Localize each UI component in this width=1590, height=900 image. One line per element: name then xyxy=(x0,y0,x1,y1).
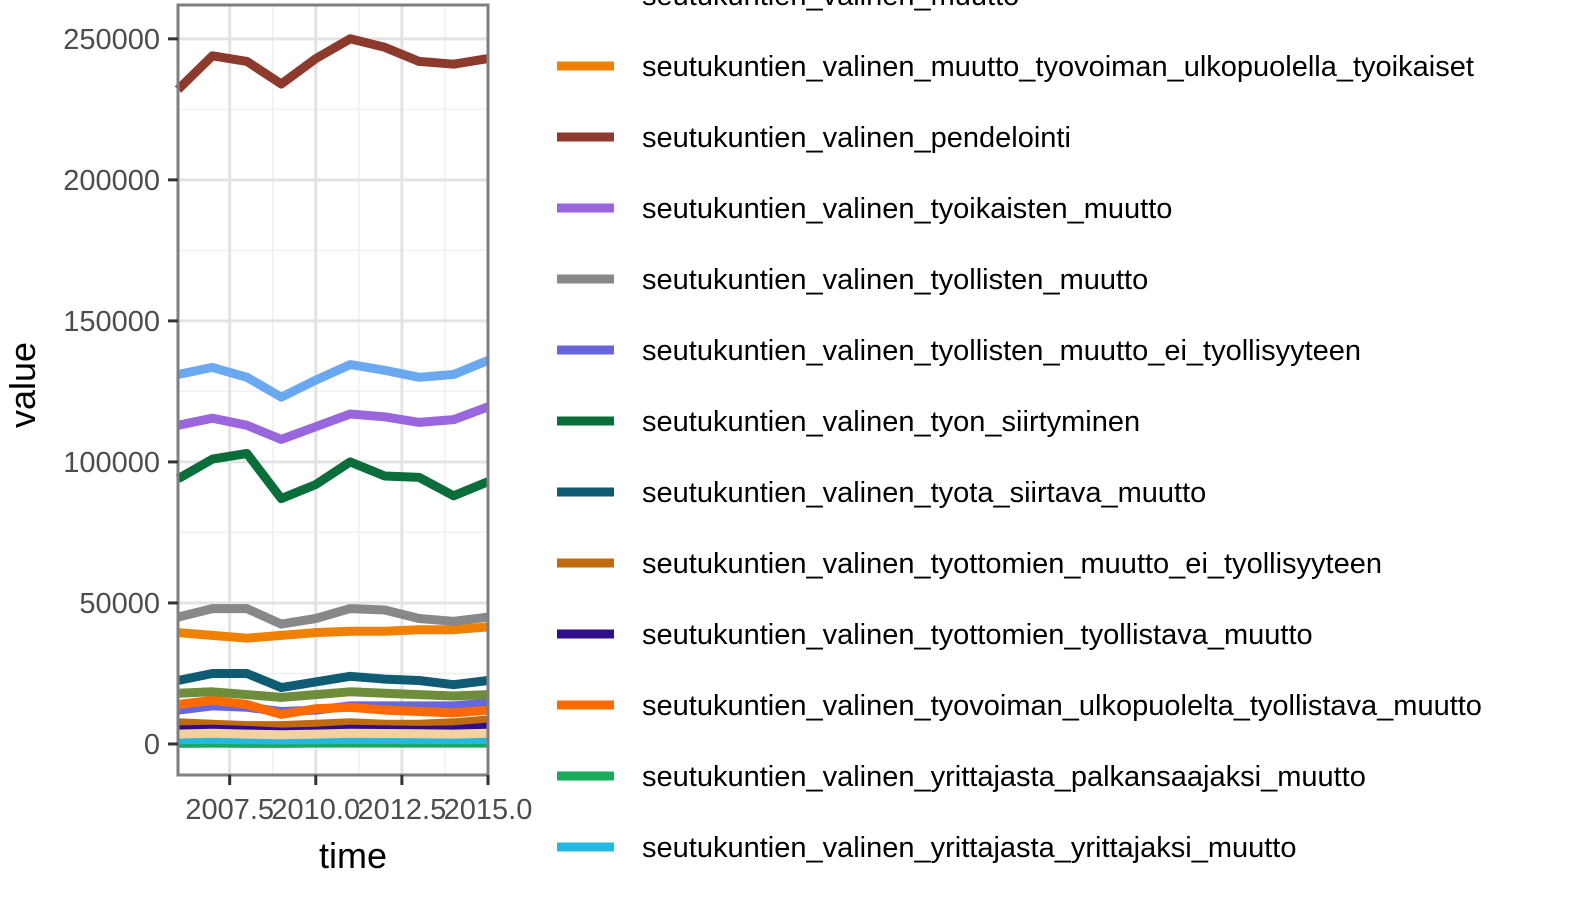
series-line-6 xyxy=(175,449,490,504)
y-tick-label: 200000 xyxy=(63,165,160,197)
series-lines xyxy=(174,34,490,748)
legend-label: seutukuntien_valinen_yrittajasta_palkans… xyxy=(642,761,1366,793)
axes: 0 50000 100000 150000 200000 250000 2007.52010… xyxy=(63,24,532,826)
legend-label-partial: seutukuntien_valinen_muutto xyxy=(642,0,1019,12)
legend-label: seutukuntien_valinen_muutto_tyovoiman_ul… xyxy=(642,51,1474,83)
legend-label: seutukuntien_valinen_pendelointi xyxy=(642,122,1071,154)
legend-label: seutukuntien_valinen_tyollisten_muutto_e… xyxy=(642,335,1361,367)
y-tick-label: 250000 xyxy=(63,24,160,56)
y-tick-label: 0 xyxy=(144,729,160,761)
series-line-12 xyxy=(177,735,489,745)
legend-label: seutukuntien_valinen_yrittajasta_yrittaj… xyxy=(642,832,1296,864)
legend-label: seutukuntien_valinen_tyon_siirtyminen xyxy=(642,406,1140,438)
series-line-1 xyxy=(177,622,489,643)
x-tick-label: 2015.0 xyxy=(444,794,533,826)
series-line-13 xyxy=(177,728,489,740)
series-line-0 xyxy=(177,356,490,402)
series-line-2 xyxy=(174,34,489,93)
x-tick-label: 2007.5 xyxy=(185,794,274,826)
gridlines xyxy=(178,5,490,775)
legend-label: seutukuntien_valinen_tyoikaisten_muutto xyxy=(642,193,1172,225)
series-line-3 xyxy=(177,402,490,444)
plot-panel-border xyxy=(176,3,490,777)
series-line-7 xyxy=(177,669,489,693)
series-line-14 xyxy=(177,687,489,702)
legend-label: seutukuntien_valinen_tyollisten_muutto xyxy=(642,264,1148,296)
legend: seutukuntien_valinen_muutto seutukuntien_… xyxy=(557,0,1482,864)
y-axis-title: value xyxy=(2,342,43,428)
y-tick-label: 50000 xyxy=(79,588,160,620)
legend-label: seutukuntien_valinen_tyota_siirtava_muut… xyxy=(642,477,1206,509)
series-line-4 xyxy=(176,604,489,629)
series-line-10 xyxy=(177,695,489,719)
y-tick-label: 100000 xyxy=(63,447,160,479)
x-axis-title: time xyxy=(319,835,387,876)
legend-label: seutukuntien_valinen_tyottomien_tyollist… xyxy=(642,619,1313,651)
y-tick-label: 150000 xyxy=(63,306,160,338)
x-tick-label: 2012.5 xyxy=(358,794,447,826)
series-line-8 xyxy=(177,715,489,731)
legend-label: seutukuntien_valinen_tyovoiman_ulkopuole… xyxy=(642,690,1482,722)
x-tick-label: 2010.0 xyxy=(271,794,360,826)
legend-label: seutukuntien_valinen_tyottomien_muutto_e… xyxy=(642,548,1382,580)
